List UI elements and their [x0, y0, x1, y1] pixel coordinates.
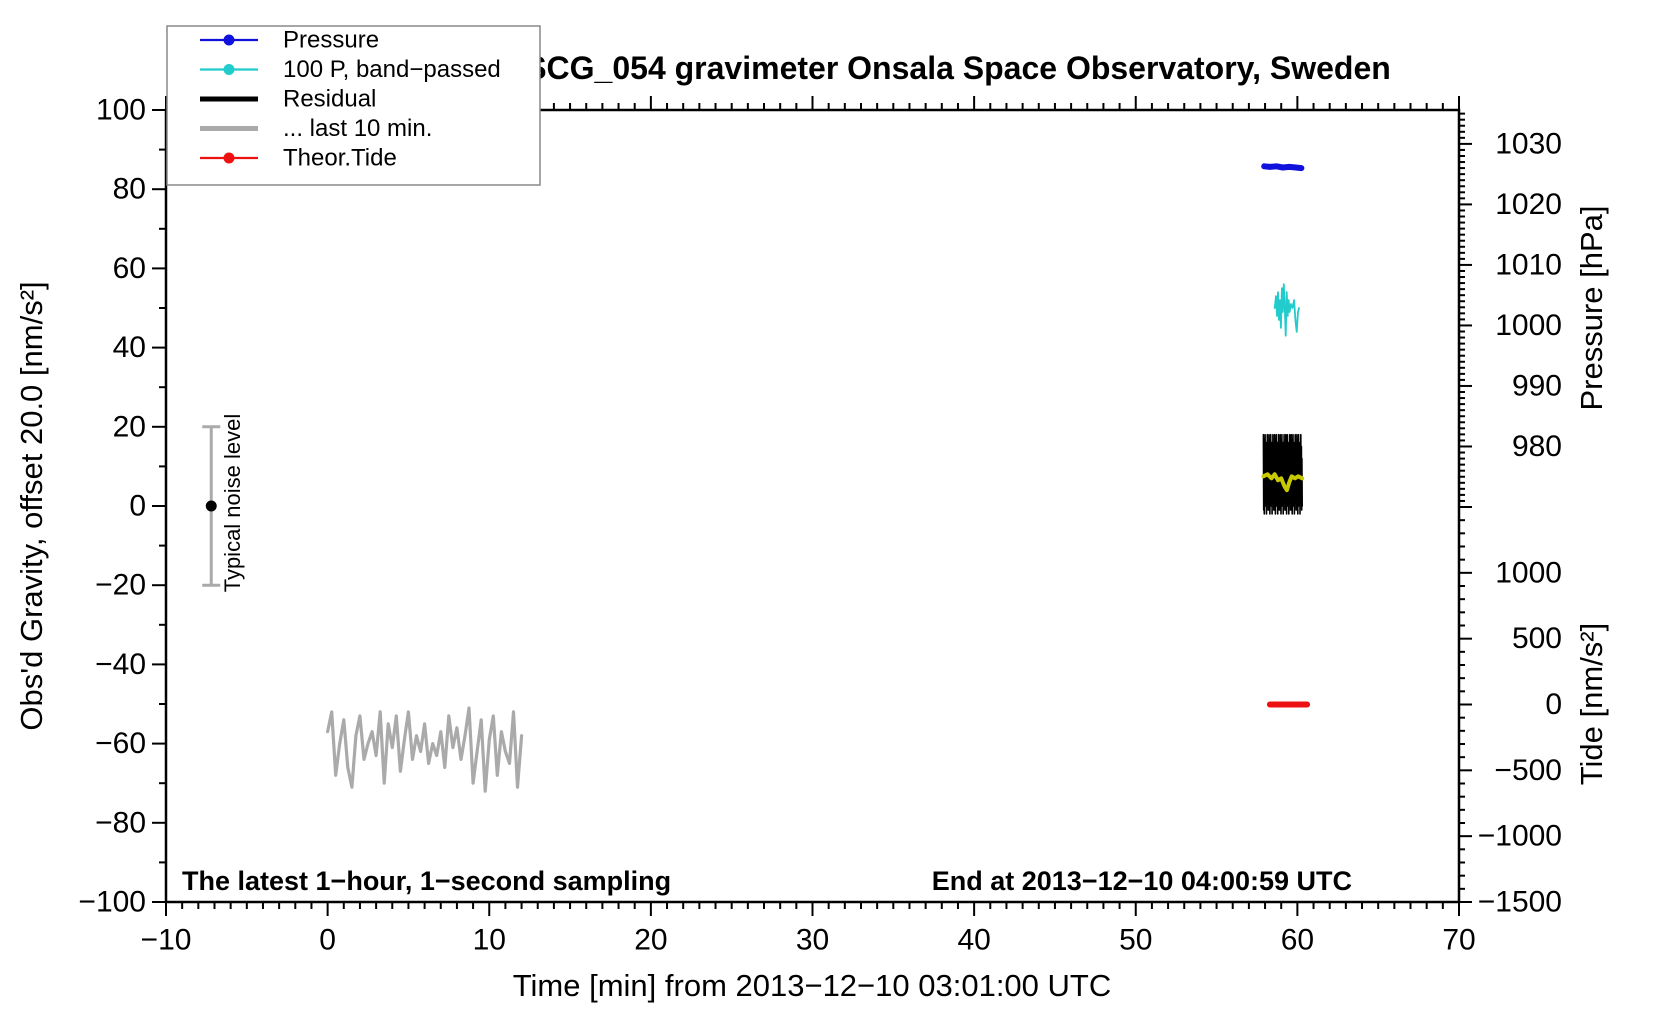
series-residual-smoothed-yellow [1261, 472, 1305, 493]
x-tick-label: 50 [1119, 924, 1152, 957]
series-pressure-blue [1261, 163, 1305, 172]
sampling-note: The latest 1−hour, 1−second sampling [182, 866, 671, 896]
x-tick-label: 0 [319, 924, 336, 957]
x-tick-label: 30 [796, 924, 829, 957]
x-tick-label: 10 [473, 924, 506, 957]
series-band-passed-cyan [1273, 283, 1300, 337]
chart-title: SCG_054 gravimeter Onsala Space Observat… [525, 50, 1391, 86]
gravity-tick-label: 0 [129, 490, 146, 523]
legend-label-2: Residual [283, 86, 376, 113]
legend-dot-1 [223, 64, 235, 75]
tide-tick-label: −1500 [1478, 886, 1562, 919]
noise-bar-dot [205, 500, 217, 512]
gravity-axis-title: Obs'd Gravity, offset 20.0 [nm/s²] [14, 281, 49, 730]
legend-label-0: Pressure [283, 27, 379, 54]
pressure-tick-label: 1000 [1495, 309, 1562, 342]
gravity-tick-label: 60 [113, 252, 146, 285]
noise-level-label: Typical noise level [220, 414, 245, 593]
x-tick-label: 60 [1281, 924, 1314, 957]
legend-dot-0 [223, 34, 235, 46]
end-time-note: End at 2013−12−10 04:00:59 UTC [932, 866, 1352, 896]
pressure-tick-label: 1020 [1495, 188, 1562, 221]
tide-tick-label: 500 [1512, 622, 1562, 655]
tide-tick-label: −1000 [1478, 820, 1562, 853]
pressure-axis-title: Pressure [hPa] [1574, 205, 1609, 410]
x-tick-label: −10 [141, 924, 192, 957]
tide-tick-label: 0 [1545, 688, 1562, 721]
gravity-tick-label: −40 [95, 648, 146, 681]
pressure-tick-label: 990 [1512, 369, 1562, 402]
legend-label-4: Theor.Tide [283, 145, 397, 172]
pressure-tick-label: 980 [1512, 430, 1562, 463]
series-residual-black [1262, 433, 1303, 515]
legend-label-3: ... last 10 min. [283, 115, 432, 142]
legend-label-1: 100 P, band−passed [283, 56, 501, 83]
tide-tick-label: 1000 [1495, 556, 1562, 589]
pressure-tick-label: 1030 [1495, 127, 1562, 160]
gravity-tick-label: −100 [78, 886, 146, 919]
gravity-tick-label: −80 [95, 806, 146, 839]
gravity-tick-label: −60 [95, 727, 146, 760]
tide-axis-title: Tide [nm/s²] [1574, 623, 1609, 786]
axis-ticks: −10 0 10 20 30 40 50 60 70100806040200−20−40−60−… [78, 94, 1562, 957]
x-tick-label: 40 [957, 924, 990, 957]
gravity-tick-label: −20 [95, 569, 146, 602]
x-axis-title: Time [min] from 2013−12−10 03:01:00 UTC [513, 968, 1112, 1003]
data-series [202, 163, 1311, 793]
x-tick-label: 20 [634, 924, 667, 957]
series-last-10-min-gray [326, 706, 524, 793]
gravity-tick-label: 20 [113, 410, 146, 443]
gravity-tick-label: 40 [113, 331, 146, 364]
x-tick-label: 70 [1442, 924, 1475, 957]
pressure-tick-label: 1010 [1495, 248, 1562, 281]
gravity-tick-label: 100 [96, 94, 146, 127]
legend-dot-4 [223, 152, 235, 164]
gravity-tick-label: 80 [113, 173, 146, 206]
tide-tick-label: −500 [1494, 754, 1562, 787]
